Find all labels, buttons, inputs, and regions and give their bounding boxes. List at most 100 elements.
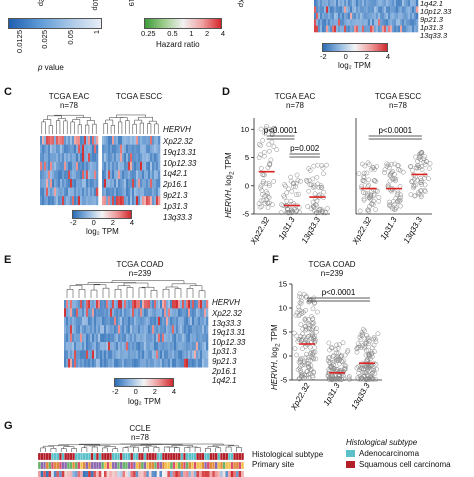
- panel-g-heat-cell: [135, 471, 139, 477]
- panel-c-left-cell: [50, 187, 53, 197]
- top-tpm-ticks: -2 0 2 4: [320, 53, 390, 61]
- panel-e-cell: [204, 316, 207, 326]
- panel-d-escc-point: [357, 208, 363, 214]
- pvalue-label: p value: [38, 63, 64, 72]
- panel-c-right-cell: [112, 179, 115, 188]
- panel-c-right-cell: [138, 136, 141, 145]
- panel-e-cell: [196, 350, 199, 360]
- panel-c-right-cell: [128, 179, 131, 188]
- panel-c-left-cell: [96, 170, 99, 180]
- panel-d-eac-point: [262, 130, 268, 136]
- panel-c-right-cell: [152, 153, 155, 163]
- hr-colorbar: [144, 18, 222, 29]
- top-heat-cell: [404, 12, 407, 20]
- panel-e-cell: [128, 342, 131, 351]
- panel-c-right-cell: [128, 196, 131, 206]
- top-heat-cell: [366, 6, 369, 14]
- panel-d-escc-point: [384, 163, 390, 169]
- panel-c-right-cell: [102, 153, 105, 163]
- panel-c-right-cell: [136, 136, 139, 145]
- panel-c-right-cell: [110, 196, 113, 206]
- panel-g-subtype-cell: [209, 452, 213, 461]
- panel-c-right-cell: [120, 161, 123, 171]
- panel-c-right-cell: [124, 153, 127, 163]
- panel-e-cell: [78, 358, 81, 368]
- top-heat-cell: [414, 0, 417, 7]
- panel-c-left-cell: [94, 187, 97, 197]
- panel-e-cell: [112, 308, 115, 318]
- panel-e-cell: [128, 316, 131, 326]
- panel-d-eac-point: [267, 162, 272, 168]
- panel-g-heat-cell: [183, 471, 186, 477]
- top-heat-cell: [416, 0, 419, 7]
- panel-c-left-cell: [88, 153, 91, 163]
- panel-c-left-cell: [76, 161, 79, 171]
- panel-c-left-cell: [50, 136, 53, 145]
- panel-c-right-cell: [134, 136, 137, 145]
- panel-e-cell: [88, 358, 91, 368]
- panel-e-cell: [174, 316, 177, 326]
- panel-c-left-cell: [76, 153, 79, 163]
- panel-e-cell: [94, 358, 97, 368]
- panel-e-cell: [108, 342, 111, 351]
- panel-e-cell: [150, 300, 153, 309]
- panel-e-cell: [114, 333, 117, 343]
- panel-d-escc-point: [386, 162, 391, 168]
- panel-f-point: [302, 360, 308, 366]
- panel-c-left-cell: [72, 136, 75, 145]
- panel-e-cell: [80, 325, 83, 334]
- panel-d-escc-point: [419, 149, 424, 155]
- panel-e-cell: [108, 358, 111, 368]
- top-heat-cell: [314, 12, 317, 20]
- panel-g-subtype-cell: [101, 452, 105, 461]
- panel-g-site-cell: [214, 461, 218, 470]
- panel-g-subtype-cell: [114, 452, 118, 461]
- panel-c-left-cell: [50, 144, 53, 154]
- panel-c-left-cell: [52, 136, 55, 145]
- top-heat-cell: [388, 25, 391, 33]
- panel-c-right-cell: [128, 136, 131, 145]
- panel-g-subtype-cell: [95, 452, 99, 461]
- panel-d-eac-point: [266, 181, 272, 187]
- panel-g-subtype-cell: [66, 452, 70, 461]
- panel-c-right-cell: [144, 144, 147, 154]
- panel-e-cell: [170, 333, 173, 343]
- top-heat-cell: [320, 0, 323, 7]
- panel-e-cell: [188, 300, 191, 309]
- top-band-4: 1p31.3: [420, 23, 443, 32]
- panel-f-point: [296, 294, 302, 300]
- panel-c-right-cell: [124, 187, 127, 197]
- top-heat-cell: [400, 6, 403, 14]
- panel-e-cell: [198, 358, 201, 368]
- panel-f-point: [342, 363, 348, 368]
- panel-g-site-cell: [204, 461, 208, 470]
- panel-g-subtype-cell: [122, 452, 126, 461]
- panel-c-right-cell: [148, 144, 151, 154]
- panel-e-cell: [66, 300, 69, 309]
- e-tpm-tick-2: 0: [133, 387, 138, 396]
- panel-f-point: [312, 337, 318, 343]
- panel-f-point: [374, 366, 379, 372]
- panel-g-site-cell: [90, 461, 94, 470]
- panel-e-cell: [106, 333, 109, 343]
- panel-c-left-cell: [48, 136, 51, 145]
- panel-e-cell: [140, 350, 143, 360]
- panel-e-cell: [126, 333, 129, 343]
- panel-c-right-cell: [134, 179, 137, 188]
- panel-g-heat-cell: [80, 471, 83, 477]
- panel-f-point: [356, 376, 361, 382]
- panel-g-heat-cell: [180, 471, 184, 477]
- panel-e-cell: [84, 350, 87, 360]
- panel-c-left-cell: [82, 196, 85, 206]
- top-heat-cell: [384, 25, 387, 33]
- panel-c-right-cell: [146, 196, 149, 206]
- panel-e-cell: [152, 325, 155, 334]
- panel-c-left-cell: [40, 144, 43, 154]
- top-heat-cell: [406, 6, 409, 14]
- panel-e-cell: [98, 358, 101, 368]
- panel-e-cell: [152, 342, 155, 351]
- panel-g-site-cell: [217, 461, 221, 470]
- panel-f-point: [371, 368, 377, 373]
- panel-d-escc-point: [391, 199, 396, 204]
- panel-e-cell: [202, 316, 205, 326]
